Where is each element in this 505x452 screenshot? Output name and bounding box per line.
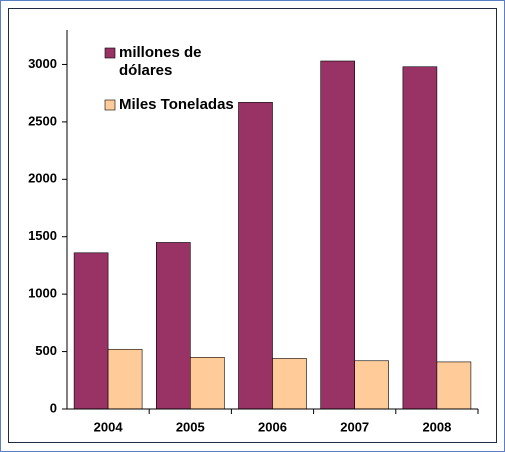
x-tick-label: 2008 — [422, 419, 451, 434]
bar — [107, 348, 143, 410]
x-tick-label: 2006 — [258, 419, 287, 434]
y-tick-label: 500 — [35, 343, 57, 358]
x-tick-label: 2004 — [94, 419, 124, 434]
bar — [402, 66, 438, 410]
bar — [272, 358, 307, 410]
bar — [73, 252, 109, 410]
y-tick-label: 0 — [50, 400, 57, 415]
x-tick-label: 2005 — [176, 419, 205, 434]
legend-swatch — [104, 99, 116, 111]
y-tick-label: 2000 — [28, 171, 57, 186]
bar — [320, 60, 356, 410]
y-tick-label: 1500 — [28, 228, 57, 243]
bar — [238, 102, 273, 410]
y-tick-label: 2500 — [28, 113, 57, 128]
bar — [354, 360, 390, 410]
legend-label: millones de dólares — [119, 44, 202, 79]
legend-swatch — [104, 47, 116, 59]
bar — [156, 242, 191, 410]
legend-label: Miles Toneladas — [119, 96, 234, 113]
x-tick-label: 2007 — [340, 419, 369, 434]
bar — [436, 361, 472, 410]
y-tick-label: 1000 — [28, 286, 57, 301]
y-tick-label: 3000 — [28, 56, 57, 71]
bar — [190, 357, 225, 410]
